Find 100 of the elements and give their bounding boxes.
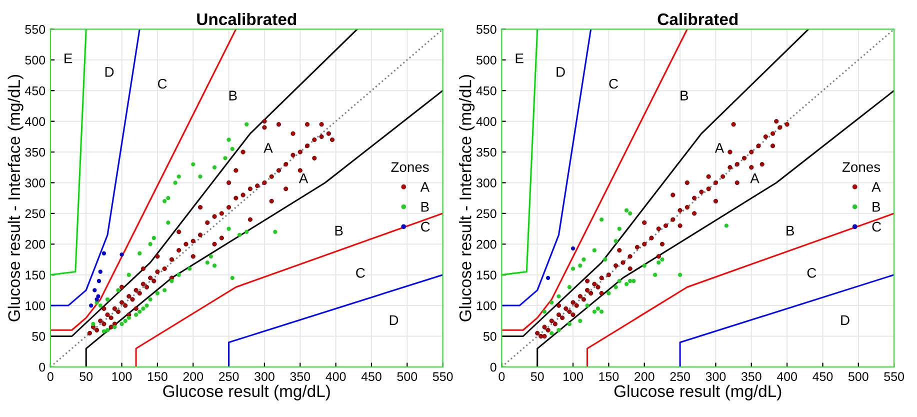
point <box>223 156 228 160</box>
point <box>617 226 622 231</box>
x-tick-label: 500 <box>397 372 418 382</box>
point <box>582 257 586 262</box>
annotation: D <box>556 67 565 77</box>
x-tick-label: 200 <box>634 372 654 382</box>
line-series <box>502 29 592 306</box>
annotation: A <box>264 143 273 153</box>
point <box>660 257 664 262</box>
y-tick-label: 400 <box>25 117 46 126</box>
x-tick-label: 0 <box>47 372 54 382</box>
y-tick-label: 500 <box>476 56 496 65</box>
y-tick-label: 250 <box>476 209 496 218</box>
point <box>642 264 646 268</box>
point <box>126 316 131 320</box>
x-tick-label: 300 <box>706 372 726 382</box>
point <box>123 318 128 323</box>
point <box>237 232 242 238</box>
x-tick-label: 200 <box>183 372 204 382</box>
point <box>628 211 632 216</box>
y-axis-title: Glucose result - Interface (mg/dL) <box>459 74 475 322</box>
annotation: C <box>356 268 365 278</box>
point <box>546 276 550 280</box>
x-tick-label: 150 <box>599 372 619 382</box>
point <box>144 303 149 308</box>
x-tick-label: 400 <box>776 372 797 382</box>
y-tick-label: 50 <box>483 332 496 341</box>
point <box>116 288 120 292</box>
x-axis-title: Glucose result (mg/dL) <box>614 384 782 400</box>
x-tick-label: 550 <box>432 372 453 382</box>
point <box>542 310 547 314</box>
point <box>176 174 181 179</box>
point <box>599 217 604 222</box>
y-tick-label: 350 <box>25 148 46 157</box>
point <box>226 226 231 231</box>
point <box>550 331 554 336</box>
point <box>208 254 214 258</box>
y-tick-label: 150 <box>476 270 496 280</box>
point <box>105 297 110 302</box>
point <box>230 146 234 152</box>
point <box>230 276 234 280</box>
point <box>592 248 597 252</box>
y-tick-label: 300 <box>25 178 46 188</box>
point <box>102 329 106 334</box>
point <box>170 278 174 284</box>
x-tick-label: 550 <box>884 372 904 382</box>
point <box>614 238 618 244</box>
line-series <box>586 212 894 367</box>
point <box>105 328 110 332</box>
point <box>96 278 102 284</box>
point <box>632 278 636 284</box>
y-tick-label: 200 <box>25 240 46 249</box>
point <box>624 208 629 212</box>
point <box>656 260 661 265</box>
annotation: C <box>609 78 618 89</box>
point <box>138 310 142 314</box>
y-tick-label: 550 <box>476 24 496 34</box>
point <box>112 324 117 330</box>
legend-title: Zones <box>842 162 880 172</box>
point <box>191 162 196 166</box>
annotation: D <box>841 315 850 325</box>
y-axis-title: Glucose result - Interface (mg/dL) <box>8 74 24 322</box>
point <box>120 252 124 257</box>
x-tick-label: 300 <box>254 372 274 382</box>
point <box>205 260 210 265</box>
x-tick-label: 0 <box>498 372 505 382</box>
point <box>578 264 582 268</box>
line-series <box>135 212 443 367</box>
point <box>585 303 590 308</box>
point <box>155 291 160 296</box>
y-tick-label: 350 <box>476 148 496 157</box>
point <box>148 297 152 302</box>
point <box>617 278 622 284</box>
point <box>556 328 561 332</box>
point <box>273 230 278 234</box>
point <box>614 285 618 290</box>
x-tick-label: 500 <box>848 372 868 382</box>
point <box>173 180 178 185</box>
point <box>138 251 142 256</box>
point <box>102 251 106 256</box>
x-tick-label: 350 <box>290 372 310 382</box>
point <box>198 174 202 179</box>
legend-label: A <box>872 182 881 192</box>
point <box>244 230 249 234</box>
x-tick-label: 350 <box>741 372 762 382</box>
x-tick-label: 50 <box>80 372 93 382</box>
annotation: C <box>158 78 167 89</box>
annotation: A <box>750 174 760 184</box>
legend-title: Zones <box>391 162 429 172</box>
point <box>567 322 572 326</box>
point <box>599 310 604 314</box>
point <box>212 264 217 268</box>
point <box>120 322 124 326</box>
annotation: D <box>390 315 398 325</box>
point <box>152 236 156 240</box>
x-tick-label: 100 <box>564 372 583 382</box>
annotation: E <box>516 54 524 64</box>
x-tick-label: 250 <box>218 372 239 382</box>
point <box>166 196 170 200</box>
annotation: C <box>807 268 816 278</box>
